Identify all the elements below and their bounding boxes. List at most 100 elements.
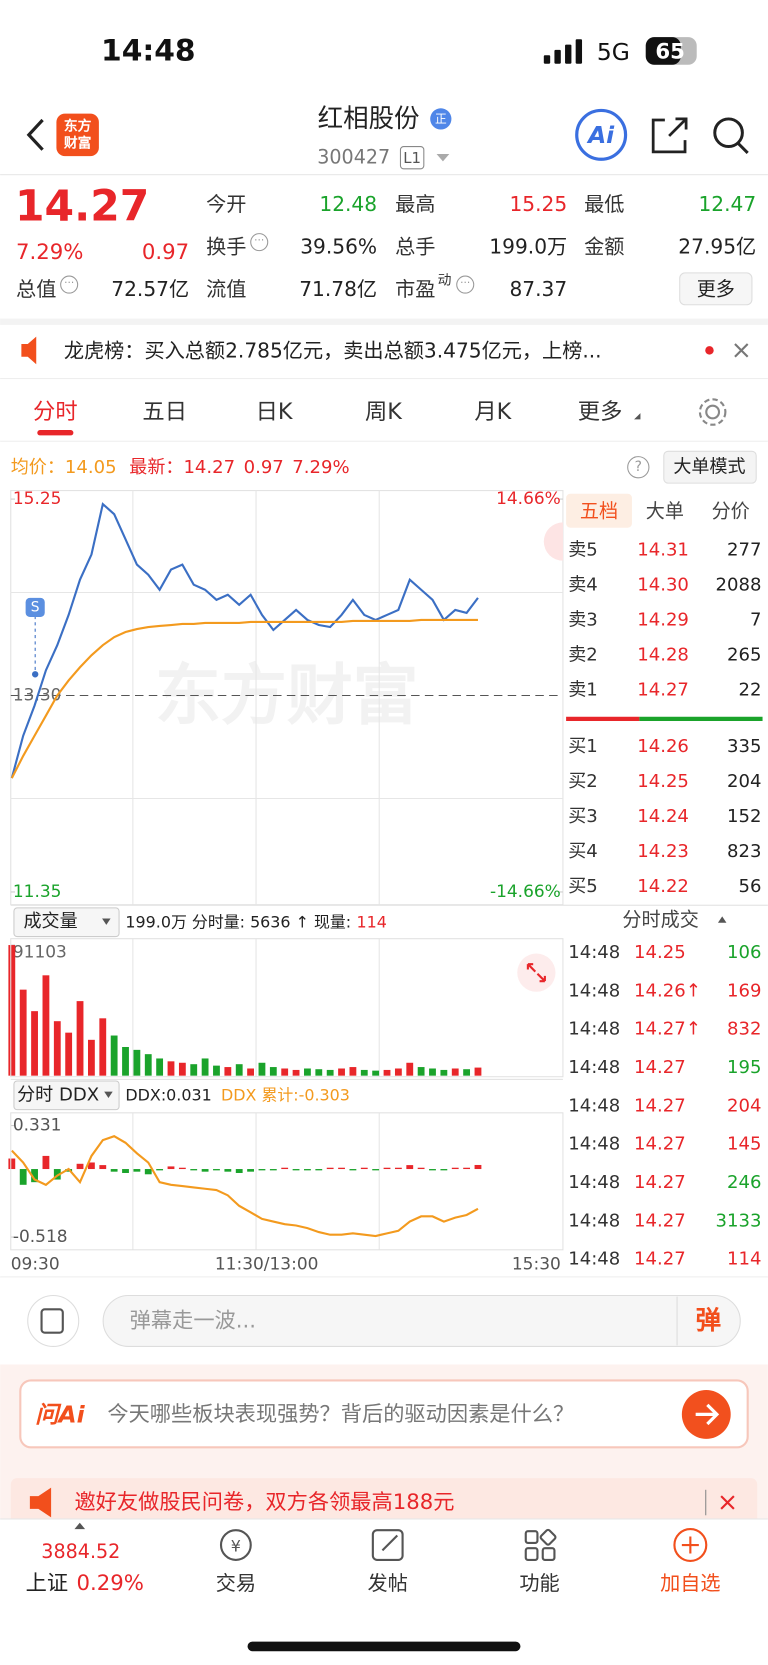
banner-icon <box>29 1487 52 1518</box>
info-icon[interactable] <box>250 233 269 252</box>
ddx-bar <box>224 1169 232 1172</box>
tab[interactable]: 更多 <box>578 399 623 425</box>
trade-time: 14:48 <box>568 1249 620 1270</box>
trade-volume: 106 <box>727 942 761 963</box>
ddx-selector[interactable] <box>13 1080 120 1111</box>
notice-close[interactable] <box>734 343 749 358</box>
field-label: 总手 <box>395 234 435 258</box>
ddx-bar <box>292 1169 300 1171</box>
volume-bar <box>304 1068 311 1076</box>
trade-volume: 246 <box>727 1172 761 1193</box>
tab[interactable]: 分时 <box>33 399 78 425</box>
ddx-value: DDX:0.031 <box>125 1085 211 1104</box>
info-dots: ··· <box>254 233 264 246</box>
price-line <box>10 502 479 779</box>
avg: 14.05 <box>65 457 117 478</box>
ask-bar <box>566 716 640 722</box>
tab[interactable]: 日K <box>256 399 294 425</box>
trade-price: 14.27 <box>634 1172 686 1193</box>
more-button[interactable] <box>679 272 753 306</box>
nav-item[interactable]: 功能 <box>519 1571 559 1595</box>
volume-bar <box>269 1067 277 1076</box>
ddx-chart-frame <box>10 1112 564 1251</box>
volume-bar <box>360 1069 368 1076</box>
trade-price: 14.25 <box>634 942 686 963</box>
book-tab[interactable]: 大单 <box>646 499 684 522</box>
help-icon[interactable] <box>627 456 650 479</box>
banner[interactable] <box>10 1478 758 1527</box>
volume-bar <box>156 1058 164 1076</box>
tab[interactable]: 周K <box>365 399 403 425</box>
danmu-toggle[interactable] <box>27 1294 80 1347</box>
volume-bar <box>99 1018 107 1076</box>
share-button[interactable] <box>651 117 688 154</box>
field-label: 换手 <box>206 234 246 258</box>
tab[interactable]: 月K <box>474 399 512 425</box>
book-price: 14.25 <box>637 771 689 792</box>
ddx-bar <box>144 1169 152 1175</box>
volume-selector-label: 成交量 <box>23 911 77 932</box>
notice-text[interactable]: 龙虎榜：买入总额2.785亿元，卖出总额3.475亿元，上榜... <box>64 338 602 362</box>
ddx-bar <box>247 1169 254 1172</box>
help-mark: ? <box>635 459 642 475</box>
field-label: 流值 <box>206 277 246 301</box>
book-price: 14.30 <box>637 575 689 596</box>
divider <box>676 1296 678 1346</box>
book-price: 14.27 <box>637 680 689 701</box>
trade-time: 14:48 <box>568 1134 620 1155</box>
last: 14.27 <box>183 457 235 478</box>
settings-button[interactable] <box>698 398 727 426</box>
nav-items: 交易 发帖 功能 加自选 <box>216 1571 721 1595</box>
index-value[interactable]: 3884.52 <box>41 1540 120 1563</box>
book-tab[interactable]: 分价 <box>712 499 750 522</box>
tab[interactable]: 五日 <box>142 399 187 425</box>
volume-bar <box>235 1064 243 1076</box>
ddx-bar <box>258 1169 266 1171</box>
svg-text:¥: ¥ <box>231 1537 241 1556</box>
trade-time: 14:48 <box>568 1210 620 1231</box>
bottom-nav <box>0 1518 768 1665</box>
back-button[interactable] <box>26 118 44 151</box>
side-handle[interactable] <box>543 522 563 561</box>
book-price: 14.24 <box>637 806 689 827</box>
search-button[interactable] <box>713 117 749 154</box>
dropdown-arrow[interactable] <box>436 153 450 162</box>
divider <box>0 1518 768 1520</box>
info-icon[interactable] <box>456 275 475 294</box>
book-label: 卖2 <box>568 645 598 666</box>
y-tick-label: 0.331 <box>13 1116 62 1136</box>
volume-summary: 199.0万 分时量: 5636 ↑ 现量: <box>125 912 351 931</box>
trades-list: 14:48 14.25 106 14:48 14.26↑ 169 14:48 14.27↑ 83… <box>568 942 761 1270</box>
volume-selector[interactable] <box>13 907 120 938</box>
volume-bar <box>53 1021 61 1076</box>
info-change: 0.97 <box>244 457 284 478</box>
expand-button[interactable] <box>517 953 556 992</box>
book-label: 买5 <box>568 876 598 897</box>
nav-item[interactable]: 加自选 <box>660 1571 720 1595</box>
logo-text: 东方 <box>64 117 92 134</box>
banner-close[interactable] <box>720 1495 735 1510</box>
index-change: 0.29% <box>77 1571 144 1596</box>
x-tick-label: 11:30/13:00 <box>215 1255 319 1275</box>
home-indicator <box>247 1641 521 1652</box>
change-pct: 7.29% <box>16 240 83 265</box>
danmu-button[interactable]: 弹 <box>696 1306 721 1336</box>
book-volume: 823 <box>727 841 761 862</box>
comment-input[interactable] <box>102 1294 741 1347</box>
ai-button[interactable] <box>575 108 628 161</box>
nav-item[interactable]: 发帖 <box>368 1571 408 1595</box>
book-tab[interactable]: 五档 <box>580 499 618 522</box>
info-icon[interactable] <box>60 275 79 294</box>
danmu-icon <box>40 1308 64 1334</box>
ai-prompt: 今天哪些板块表现强势？背后的驱动因素是什么？ <box>107 1402 574 1427</box>
trade-volume: 114 <box>727 1249 761 1270</box>
ddx-bar <box>53 1169 61 1180</box>
nav-item[interactable]: 交易 <box>216 1571 256 1595</box>
mode-button[interactable] <box>663 450 757 484</box>
ddx-bar <box>99 1165 107 1170</box>
ai-box[interactable] <box>19 1379 749 1449</box>
ddx-bar <box>110 1169 118 1172</box>
badge: 正 <box>435 112 447 126</box>
x-tick-label: 09:30 <box>11 1255 60 1275</box>
